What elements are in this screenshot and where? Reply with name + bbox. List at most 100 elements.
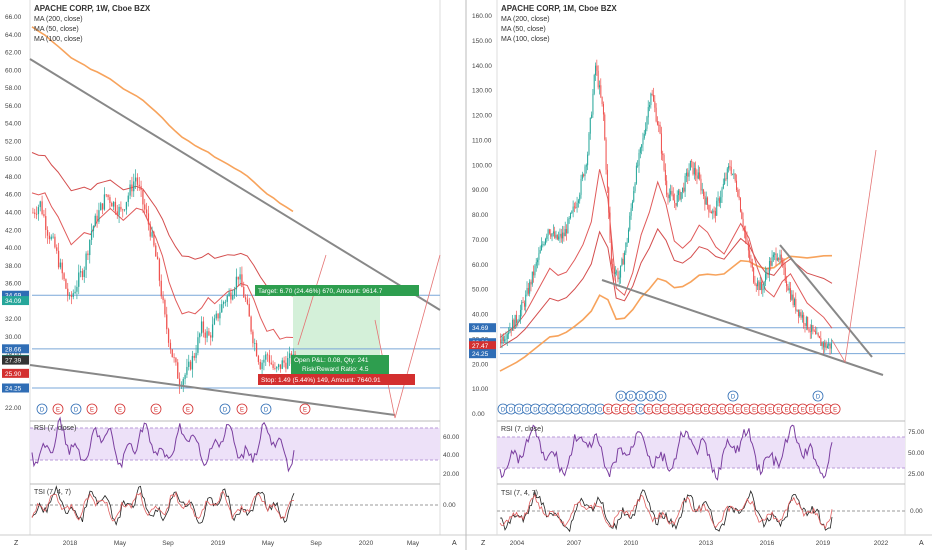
candle-body xyxy=(281,360,283,369)
lower-trendline[interactable] xyxy=(29,364,396,416)
svg-text:Risk/Reward Ratio: 4.5: Risk/Reward Ratio: 4.5 xyxy=(302,366,369,373)
candle-body xyxy=(608,187,610,213)
candle-body xyxy=(712,210,714,214)
svg-text:Open P&L: 0.08, Qty: 241: Open P&L: 0.08, Qty: 241 xyxy=(294,357,369,364)
candle-body xyxy=(219,312,221,319)
candle-body xyxy=(46,230,49,236)
candle-body xyxy=(37,207,40,215)
left-chart-title: APACHE CORP, 1W, Cboe BZX xyxy=(34,4,151,13)
candle-body xyxy=(566,229,568,234)
candle-body xyxy=(45,216,47,231)
candle-body xyxy=(142,189,144,205)
price-tick-label: 56.00 xyxy=(5,103,22,110)
candle-body xyxy=(580,178,582,195)
candle-body xyxy=(550,233,552,237)
price-tick-label: 50.00 xyxy=(472,287,489,294)
right-rsi-pane[interactable]: RSI (7, close) 75.00 50.00 25.00 xyxy=(497,424,925,481)
left-tsi-pane[interactable]: TSI (7, 4, 7) 0.00 xyxy=(30,485,456,526)
candle-body xyxy=(743,227,745,232)
candle-body xyxy=(700,178,702,191)
candle-body xyxy=(651,93,653,95)
candle-body xyxy=(43,214,45,217)
candle-body xyxy=(166,314,168,330)
candle-body xyxy=(790,288,792,300)
candle-body xyxy=(541,244,543,250)
candle-body xyxy=(679,190,681,200)
left-autoscale-button[interactable]: A xyxy=(452,540,457,547)
candle-body xyxy=(682,187,684,193)
price-tag-label: 24.25 xyxy=(472,351,489,358)
moving-average-line xyxy=(499,169,833,338)
event-marker-label: D xyxy=(549,408,554,414)
candle-body xyxy=(663,155,665,170)
candle-body xyxy=(826,345,828,348)
event-marker-label: D xyxy=(501,408,506,414)
candle-body xyxy=(518,318,520,322)
candle-body xyxy=(208,331,210,336)
event-marker-label: D xyxy=(816,395,821,401)
event-marker-label: D xyxy=(639,408,644,414)
candle-body xyxy=(676,195,678,206)
candle-body xyxy=(184,374,186,380)
candle-body xyxy=(571,211,573,214)
event-marker xyxy=(114,403,126,415)
candle-body xyxy=(660,133,662,154)
candle-body xyxy=(630,208,632,216)
candle-body xyxy=(684,175,686,192)
event-marker-label: E xyxy=(90,408,94,414)
price-tick-label: 70.00 xyxy=(472,237,489,244)
candle-body xyxy=(671,190,673,195)
candle-body xyxy=(509,329,511,333)
candle-body xyxy=(605,139,607,170)
candle-body xyxy=(591,114,593,118)
candle-body xyxy=(750,258,752,263)
candle-body xyxy=(504,339,506,342)
right-projection-path xyxy=(831,149,877,364)
candle-body xyxy=(685,172,687,176)
candle-body xyxy=(543,244,545,246)
right-autoscale-button[interactable]: A xyxy=(919,540,924,547)
right-monthly-chart[interactable]: 160.00 150.00 140.00 130.00 120.00 110.00 100.… xyxy=(465,0,925,550)
right-horizontal-levels[interactable] xyxy=(500,327,905,355)
candle-body xyxy=(784,267,786,282)
candle-body xyxy=(799,312,801,317)
event-marker xyxy=(182,403,194,415)
right-rsi-title: RSI (7, close) xyxy=(501,426,543,433)
upper-trendline[interactable] xyxy=(29,58,441,311)
candle-body xyxy=(629,215,631,230)
right-lower-trendline[interactable] xyxy=(601,279,884,376)
candle-body xyxy=(720,197,722,203)
event-marker xyxy=(299,403,311,415)
right-timezone-icon[interactable]: Z xyxy=(481,540,486,547)
candle-body xyxy=(116,211,118,216)
candle-body xyxy=(531,271,533,285)
event-marker xyxy=(36,403,48,415)
candle-body xyxy=(601,96,603,105)
candle-body xyxy=(768,261,770,275)
candle-body xyxy=(279,364,282,369)
candle-body xyxy=(136,177,139,185)
candle-body xyxy=(259,361,261,370)
right-upper-trendline[interactable] xyxy=(779,244,873,358)
candle-body xyxy=(708,205,710,212)
event-marker-label: D xyxy=(533,408,538,414)
candle-body xyxy=(283,360,285,363)
target-zone[interactable] xyxy=(293,291,380,360)
event-marker-label: E xyxy=(752,408,756,414)
candle-body xyxy=(609,212,611,240)
candle-body xyxy=(162,296,164,301)
right-tsi-pane[interactable]: TSI (7, 4, 7) 0.00 xyxy=(497,489,923,533)
price-tag-label: 34.09 xyxy=(5,298,22,305)
candle-body xyxy=(824,343,826,348)
left-rsi-pane[interactable]: RSI (7, close) 60.00 40.00 20.00 xyxy=(30,416,460,478)
left-timezone-icon[interactable]: Z xyxy=(14,540,19,547)
event-marker-label: E xyxy=(833,408,837,414)
candle-body xyxy=(534,265,536,276)
candle-body xyxy=(525,294,527,307)
event-marker-label: D xyxy=(639,395,644,401)
candle-body xyxy=(778,258,780,260)
candle-body xyxy=(206,331,208,338)
